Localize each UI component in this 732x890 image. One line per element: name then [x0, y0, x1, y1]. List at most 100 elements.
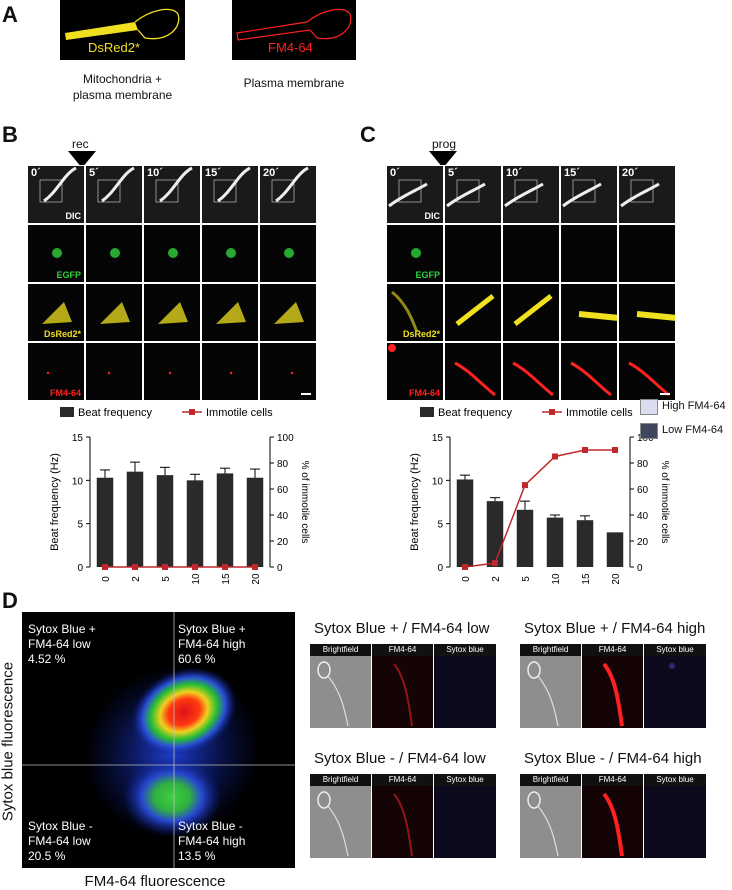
fm-label: FM4-64 [268, 40, 313, 55]
image-tile: 10´ [143, 165, 201, 224]
tile-content [388, 344, 396, 352]
prog-arrow-label: prog [432, 137, 457, 151]
beat-bar [486, 501, 504, 567]
chart-b: Beat frequency Immotile cells051015020406… [49, 407, 310, 595]
sperm-dsred-schematic [65, 8, 180, 40]
image-tile [502, 342, 560, 401]
immotile-point [252, 564, 258, 570]
image-tile [618, 283, 676, 342]
quadrant-ul-line1: Sytox Blue + [28, 622, 96, 636]
image-tile: 5´ [444, 165, 502, 224]
beat-bar [126, 471, 144, 567]
image-tile [85, 224, 143, 283]
image-tile: 20´ [618, 165, 676, 224]
immotile-point [582, 447, 588, 453]
beat-bar [606, 532, 624, 567]
tile-content [445, 225, 502, 283]
image-tile: DsRed2* [27, 283, 85, 342]
flow-x-axis-label: FM4-64 fluorescence [84, 873, 226, 890]
y-tick-label: 5 [437, 520, 443, 531]
y-tick-label: 5 [77, 520, 83, 531]
quadrant-ll-value: 20.5 % [28, 849, 66, 863]
x-tick-label: 5 [161, 576, 172, 582]
flow-legend-low: Low FM4-64 [640, 421, 732, 445]
tile-content [274, 302, 304, 324]
quadrant-lr-line1: Sytox Blue - [178, 819, 243, 833]
tile-content [155, 166, 193, 203]
sperm-fm-schematic [236, 8, 352, 41]
dsred-label: DsRed2* [88, 40, 141, 55]
image-tile: DsRed2* [386, 283, 444, 342]
tile-content [42, 302, 72, 324]
quadrant-lr-value: 13.5 % [178, 849, 216, 863]
tile-content [110, 248, 120, 258]
micro-image [310, 656, 372, 728]
tile-content [168, 371, 172, 375]
tile-content [107, 371, 111, 375]
tile-content [97, 166, 135, 203]
quadrant-ll-line2: FM4-64 low [28, 834, 91, 848]
immotile-point [192, 564, 198, 570]
x-tick-label: 2 [491, 576, 502, 582]
chart-legend: Beat frequency Immotile cells [420, 407, 633, 419]
beat-bar [156, 475, 174, 567]
immotile-point [612, 447, 618, 453]
beat-bar [516, 509, 534, 567]
micro-image [372, 656, 434, 728]
row-label: FM4-64 [49, 388, 81, 398]
row-label: EGFP [56, 270, 81, 280]
image-tile [201, 342, 259, 401]
row-label: EGFP [415, 270, 440, 280]
y-tick-label: 0 [437, 563, 443, 574]
micro-header: Sytox blue [434, 644, 497, 656]
panel-b-label: B [2, 122, 18, 147]
legend-beat-label: Beat frequency [78, 407, 152, 419]
flow-cytometry-plot: Sytox Blue + FM4-64 low 4.52 % Sytox Blu… [22, 612, 295, 868]
time-label: 5´ [89, 167, 99, 179]
quadrant-ul: Sytox Blue + FM4-64 low 4.52 % [28, 622, 96, 667]
immotile-point [552, 453, 558, 460]
immotile-point [222, 564, 228, 570]
quadrant-ur: Sytox Blue + FM4-64 high 60.6 % [178, 622, 246, 667]
legend-bar-swatch [60, 407, 74, 417]
tile-content [388, 179, 428, 208]
legend-immotile-label: Immotile cells [206, 407, 273, 419]
quadrant-ur-value: 60.6 % [178, 652, 216, 666]
image-tile [143, 224, 201, 283]
y2-tick-label: 80 [637, 459, 649, 470]
time-label: 20´ [263, 167, 279, 179]
y2-axis-label: % of immotile cells [299, 461, 310, 544]
quadrant-ul-line2: FM4-64 low [28, 637, 91, 651]
y-tick-label: 0 [77, 563, 83, 574]
immotile-point [162, 564, 168, 570]
panel-c-label: C [360, 122, 376, 147]
quadrant-ur-line1: Sytox Blue + [178, 622, 246, 636]
micro-image [644, 786, 707, 858]
time-label: 10´ [506, 167, 522, 179]
micro-header: FM4-64 [582, 644, 644, 656]
tile-content [561, 225, 618, 283]
y-tick-label: 15 [72, 433, 84, 444]
immotile-point [492, 560, 498, 567]
image-tile [502, 224, 560, 283]
image-tile [259, 224, 317, 283]
x-tick-label: 0 [461, 576, 472, 582]
image-tile: FM4-64 [386, 342, 444, 401]
micro-header: Brightfield [520, 644, 582, 656]
tile-content [503, 225, 560, 283]
time-label: 5´ [448, 167, 458, 179]
micro-image [520, 656, 582, 728]
time-label: 10´ [147, 167, 163, 179]
beat-bar [186, 480, 204, 567]
y-tick-label: 10 [72, 476, 84, 487]
micro-header: Sytox blue [434, 774, 497, 786]
flow-legend: High FM4-64 Low FM4-64 [640, 397, 732, 445]
legend-immotile-label: Immotile cells [566, 407, 633, 419]
image-tile [259, 283, 317, 342]
tile-content [562, 179, 602, 208]
y-tick-label: 15 [432, 433, 444, 444]
quadrant-lr-line2: FM4-64 high [178, 834, 246, 848]
y2-tick-label: 40 [637, 511, 649, 522]
tile-content [226, 248, 236, 258]
tile-content [513, 294, 553, 326]
